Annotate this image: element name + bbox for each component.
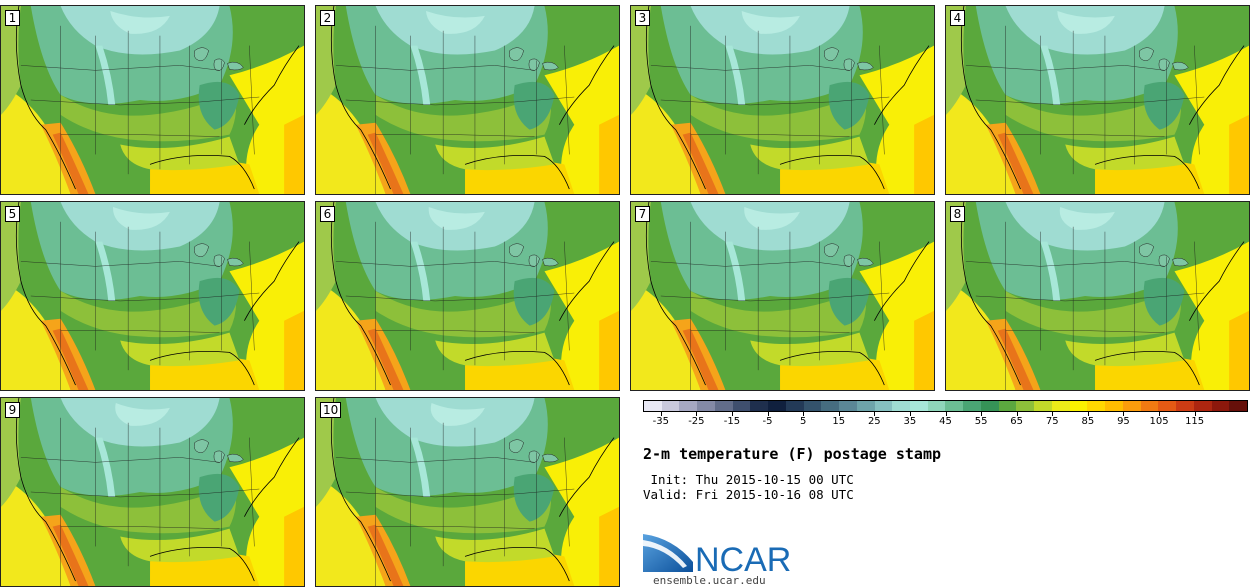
member-number-label: 9: [5, 402, 20, 418]
colorbar-swatch: [1105, 401, 1123, 411]
member-6-map: 6: [315, 201, 620, 391]
member-number-label: 1: [5, 10, 20, 26]
ncar-logo: NCAR: [643, 534, 791, 574]
colorbar-swatch: [945, 401, 964, 411]
member-3-map: 3: [630, 5, 935, 195]
colorbar-swatch: [1176, 401, 1194, 411]
colorbar-swatch: [697, 401, 715, 411]
member-number-label: 10: [320, 402, 342, 418]
colorbar-tick: [981, 412, 983, 416]
colorbar-tick: [909, 412, 911, 416]
logo-url: ensemble.ucar.edu: [653, 574, 766, 587]
colorbar-tick-label: 45: [939, 416, 952, 427]
member-1-map: 1: [0, 5, 305, 195]
colorbar-tick: [1016, 412, 1018, 416]
member-number-label: 8: [950, 206, 965, 222]
colorbar-tick-label: 15: [832, 416, 846, 427]
colorbar-swatch: [927, 401, 946, 411]
colorbar-tick: [1087, 412, 1089, 416]
colorbar-swatch: [803, 401, 822, 411]
colorbar-tick-label: 55: [974, 416, 988, 427]
colorbar-swatch: [874, 401, 893, 411]
colorbar-tick: [767, 412, 769, 416]
colorbar-swatch: [732, 401, 751, 411]
colorbar-tick: [1159, 412, 1161, 416]
colorbar-swatch: [1034, 401, 1052, 411]
colorbar-swatch: [714, 401, 733, 411]
member-4-map: 4: [945, 5, 1250, 195]
colorbar-swatch: [839, 401, 857, 411]
colorbar-swatch: [785, 401, 804, 411]
colorbar-swatch: [856, 401, 875, 411]
colorbar-tick-label: 95: [1117, 416, 1130, 427]
colorbar-swatch: [821, 401, 840, 411]
temperature-colorbar: [643, 400, 1248, 412]
member-7-map: 7: [630, 201, 935, 391]
member-9-map: 9: [0, 397, 305, 587]
colorbar-tick-label: -5: [762, 416, 773, 427]
colorbar-swatch: [892, 401, 911, 411]
colorbar-swatch: [963, 401, 981, 411]
colorbar-swatch: [1211, 401, 1230, 411]
colorbar-swatch: [1051, 401, 1070, 411]
colorbar-tick: [838, 412, 840, 416]
member-5-map: 5: [0, 201, 305, 391]
member-number-label: 2: [320, 10, 335, 26]
colorbar-tick-label: 35: [903, 416, 917, 427]
colorbar-tick-label: -35: [652, 416, 669, 427]
colorbar-swatch: [1122, 401, 1141, 411]
member-number-label: 7: [635, 206, 650, 222]
colorbar-tick: [945, 412, 947, 416]
colorbar-tick-label: 65: [1010, 416, 1024, 427]
colorbar-tick-label: 75: [1045, 416, 1059, 427]
colorbar-swatch: [768, 401, 786, 411]
member-10-map: 10: [315, 397, 620, 587]
init-time: Init: Thu 2015-10-15 00 UTC: [643, 472, 854, 487]
colorbar-tick: [731, 412, 733, 416]
colorbar-tick-label: 25: [867, 416, 881, 427]
colorbar-tick: [1123, 412, 1125, 416]
colorbar-swatch: [1016, 401, 1035, 411]
member-number-label: 5: [5, 206, 20, 222]
colorbar-tick-label: 105: [1149, 416, 1169, 427]
member-number-label: 6: [320, 206, 335, 222]
member-2-map: 2: [315, 5, 620, 195]
colorbar-tick-labels: -35 -25 -15 -5 5 15 25 35 45 55 65 75 85 95 105 115: [643, 412, 1248, 430]
member-8-map: 8: [945, 201, 1250, 391]
figure-title: 2-m temperature (F) postage stamp: [643, 445, 942, 463]
colorbar-tick: [696, 412, 698, 416]
colorbar-tick: [660, 412, 662, 416]
colorbar-tick-label: 115: [1185, 416, 1205, 427]
colorbar-tick-label: -25: [688, 416, 705, 427]
colorbar-swatch: [1229, 401, 1247, 411]
member-number-label: 4: [950, 10, 965, 26]
colorbar-tick-label: -15: [723, 416, 741, 427]
colorbar-swatch: [980, 401, 999, 411]
colorbar-swatch: [998, 401, 1017, 411]
colorbar-swatch: [679, 401, 698, 411]
colorbar-swatch: [1158, 401, 1177, 411]
colorbar-tick: [874, 412, 876, 416]
colorbar-swatch: [661, 401, 680, 411]
colorbar-swatch: [1193, 401, 1212, 411]
colorbar-swatch: [644, 401, 662, 411]
colorbar-tick: [803, 412, 805, 416]
colorbar-swatch: [1140, 401, 1159, 411]
valid-time: Valid: Fri 2015-10-16 08 UTC: [643, 487, 854, 502]
colorbar-tick-label: 5: [799, 416, 807, 427]
member-number-label: 3: [635, 10, 650, 26]
colorbar-tick: [1194, 412, 1196, 416]
colorbar-swatch: [910, 401, 928, 411]
colorbar-swatch: [1069, 401, 1088, 411]
colorbar-swatch: [1087, 401, 1106, 411]
colorbar-tick-label: 85: [1081, 416, 1095, 427]
logo-wordmark: NCAR: [695, 541, 791, 574]
colorbar-tick: [1052, 412, 1054, 416]
colorbar-swatch: [750, 401, 769, 411]
